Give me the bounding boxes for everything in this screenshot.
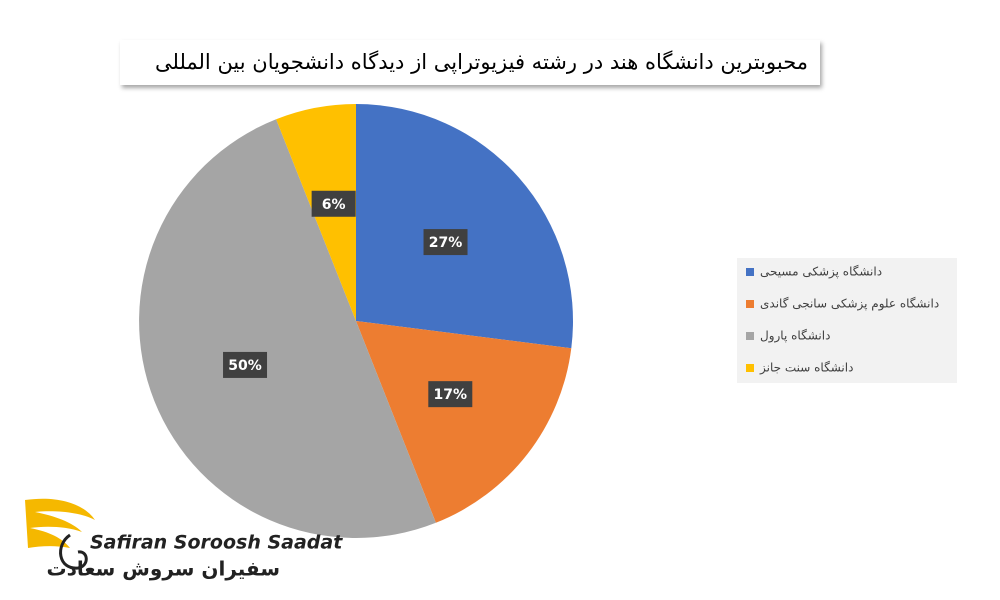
pie-slice — [356, 321, 572, 523]
title-box — [120, 40, 820, 85]
pie-slice — [139, 119, 436, 538]
legend-label: دانشگاه پزشکی مسیحی — [760, 265, 882, 280]
label-box — [223, 351, 268, 378]
legend-swatch — [746, 364, 754, 372]
logo: Safiran Soroosh Saadat سفیران سروش سعادت — [25, 498, 343, 581]
data-label: 27% — [429, 235, 463, 251]
label-box — [311, 190, 356, 217]
data-labels: 27% 17% 50% 6% — [223, 190, 473, 408]
legend-label: دانشگاه سنت جانز — [759, 361, 853, 376]
legend-swatch — [746, 268, 754, 276]
legend-label: دانشگاه پارول — [760, 329, 830, 344]
logo-latin: Safiran Soroosh Saadat — [90, 532, 343, 554]
legend-swatch — [746, 332, 754, 340]
label-box — [428, 381, 473, 408]
data-label: 17% — [434, 387, 468, 403]
chart-title: محبوبترین دانشگاه هند در رشته فیزیوتراپی… — [155, 50, 808, 74]
data-label: 6% — [322, 197, 346, 213]
label-box — [423, 229, 468, 256]
data-label: 50% — [228, 358, 262, 374]
logo-persian: سفیران سروش سعادت — [47, 557, 281, 581]
legend-swatch — [746, 300, 754, 308]
legend-box — [737, 258, 957, 383]
legend-label: دانشگاه علوم پزشکی سانجی گاندی — [760, 297, 939, 312]
pie — [139, 104, 573, 538]
logo-wing — [25, 498, 95, 548]
pie-slice — [356, 104, 573, 349]
logo-swirl — [59, 533, 88, 570]
legend: دانشگاه پزشکی مسیحی دانشگاه علوم پزشکی سا… — [746, 265, 939, 376]
